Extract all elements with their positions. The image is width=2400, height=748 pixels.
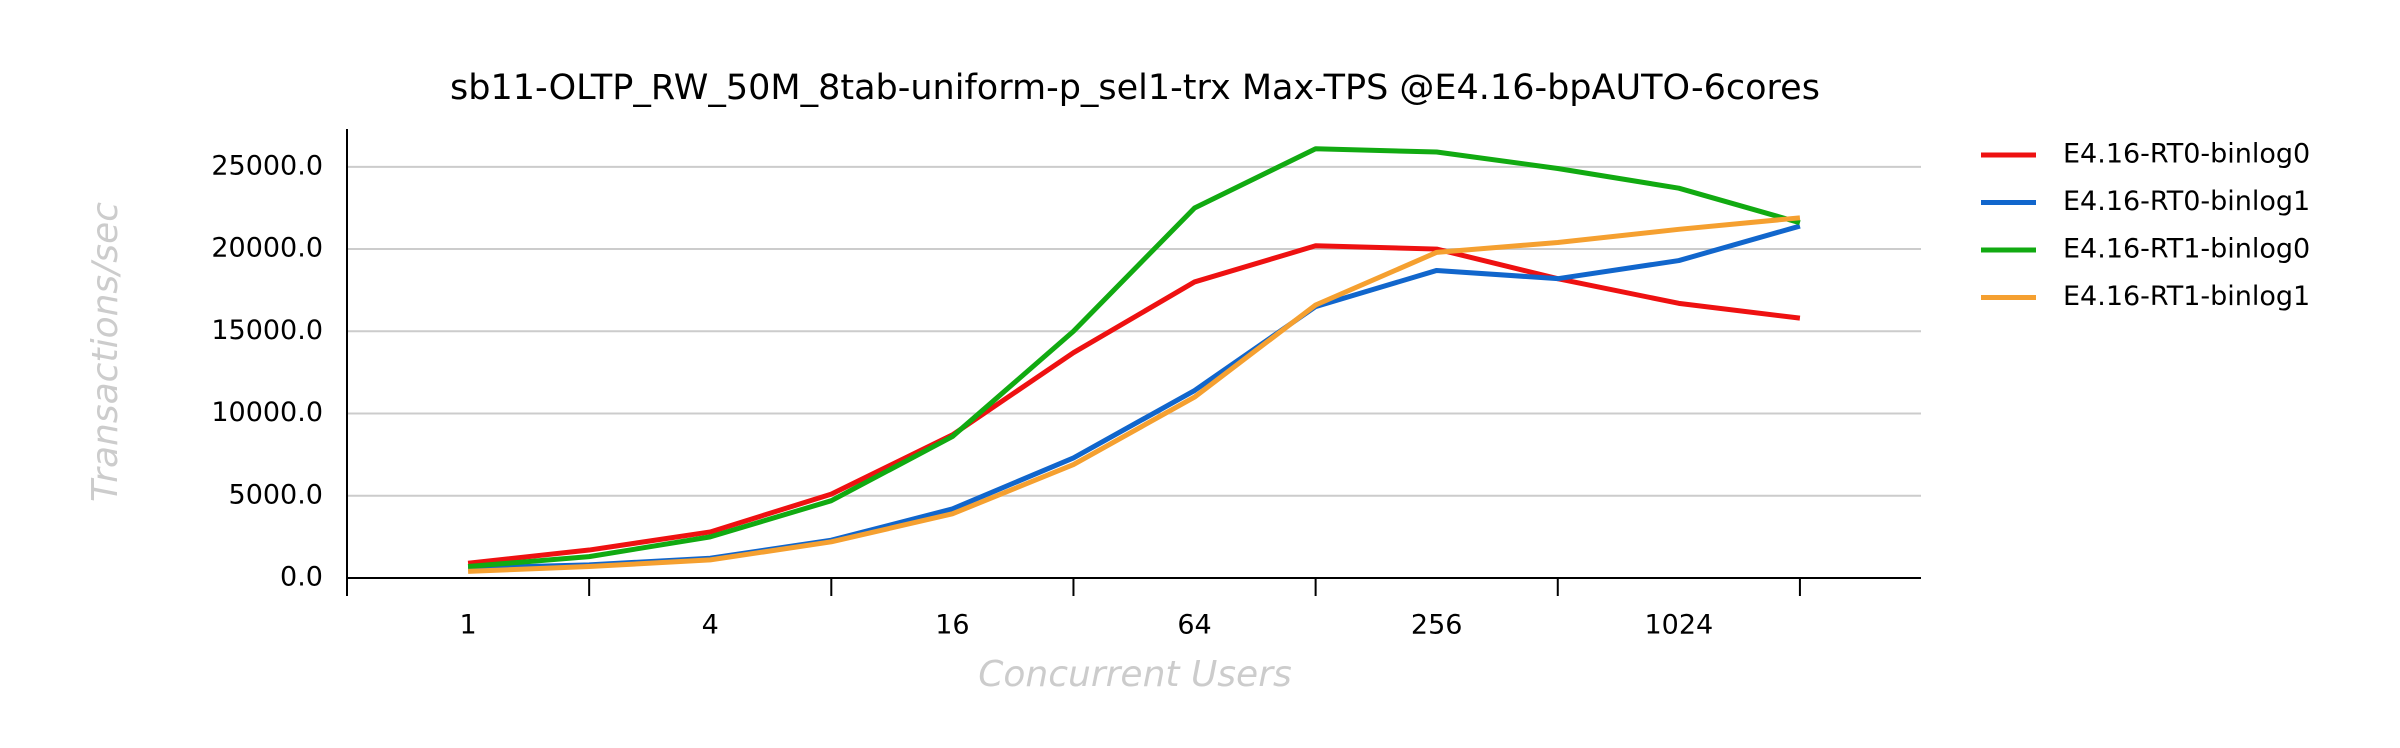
series-line	[467, 146, 1801, 569]
x-tick-label: 4	[702, 610, 719, 641]
y-tick-label: 25000.0	[211, 150, 323, 181]
x-tick-label: 64	[1177, 610, 1211, 641]
chart-title: sb11-OLTP_RW_50M_8tab-uniform-p_sel1-trx…	[450, 68, 1820, 108]
x-tick-label: 16	[935, 610, 969, 641]
y-tick-label: 20000.0	[211, 233, 323, 264]
y-tick-label: 15000.0	[211, 315, 323, 346]
legend-label: E4.16-RT1-binlog0	[2063, 234, 2310, 265]
series-line	[467, 215, 1801, 574]
y-tick-label: 5000.0	[229, 479, 323, 510]
y-tick-label: 10000.0	[211, 397, 323, 428]
y-axis-label: Transactions/sec	[85, 202, 126, 502]
series-line	[468, 223, 1801, 571]
x-tick-label: 1024	[1644, 610, 1713, 641]
legend-label: E4.16-RT0-binlog1	[2063, 186, 2310, 217]
x-tick-label: 256	[1411, 610, 1463, 641]
series-line	[467, 243, 1801, 566]
x-tick-label: 1	[459, 610, 476, 641]
x-axis-label: Concurrent Users	[978, 654, 1292, 695]
y-tick-label: 0.0	[280, 562, 323, 593]
legend-label: E4.16-RT1-binlog1	[2063, 281, 2310, 312]
legend-label: E4.16-RT0-binlog0	[2063, 139, 2310, 170]
